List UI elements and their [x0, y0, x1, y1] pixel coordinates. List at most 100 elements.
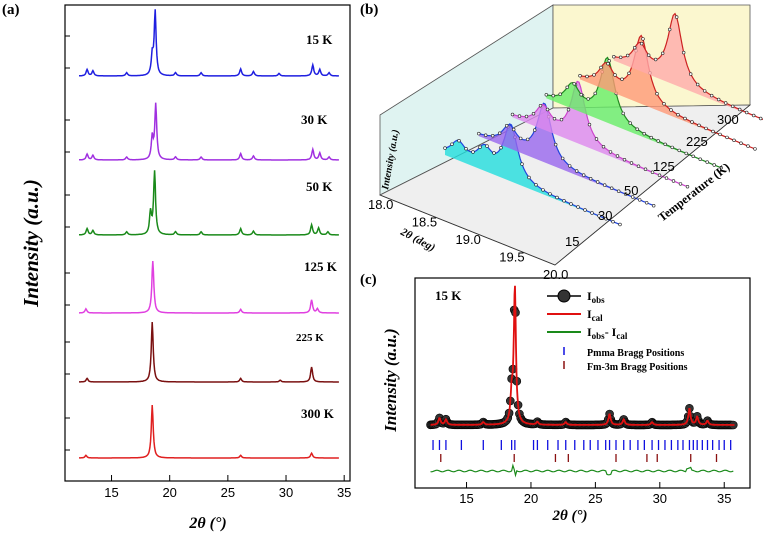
theta-tick-label: 18.0 — [368, 197, 393, 212]
waterfall-point — [620, 77, 624, 81]
waterfall-point — [651, 204, 656, 208]
waterfall-point — [718, 132, 722, 137]
waterfall-point — [569, 202, 573, 206]
panel-a-temperature-labels: 15 K 30 K 50 K 125 K 225 K 300 K — [296, 32, 338, 421]
waterfall-point — [691, 154, 695, 159]
waterfall-point — [630, 195, 635, 199]
waterfall-point — [642, 132, 646, 136]
panel-b-waterfall — [443, 12, 763, 227]
waterfall-point — [723, 101, 728, 105]
temperature-label-30k: 30 K — [301, 112, 328, 127]
waterfall-point — [690, 120, 694, 124]
waterfall-point — [471, 150, 475, 154]
temperature-label-300k: 300 K — [301, 406, 335, 421]
panel-b-3d-box — [379, 4, 752, 266]
panel-c-legend: Iobs Ical Iobs- Ical Pmma Bragg Positions Fm… — [547, 289, 688, 373]
waterfall-point — [664, 176, 669, 180]
xrd-curve-300k — [79, 404, 339, 459]
waterfall-point — [662, 102, 666, 106]
panel-label-a: (a) — [2, 2, 20, 18]
temperature-label-15k: 15 K — [306, 32, 333, 47]
waterfall-point — [681, 50, 686, 55]
waterfall-point — [505, 123, 509, 128]
panel-a-curves — [79, 9, 339, 459]
waterfall-point — [565, 85, 569, 90]
waterfall-point — [595, 180, 600, 184]
panel-c-y-axis-label: Intensity (a.u.) — [381, 328, 400, 432]
waterfall-point — [548, 192, 552, 196]
waterfall-point — [607, 59, 611, 63]
waterfall-point — [629, 161, 634, 165]
waterfall-point — [637, 198, 642, 202]
waterfall-point — [597, 214, 601, 218]
waterfall-point — [566, 107, 571, 112]
waterfall-point — [678, 182, 683, 186]
waterfall-point — [485, 144, 489, 148]
waterfall-point — [744, 110, 749, 115]
waterfall-point — [627, 71, 631, 76]
panel-a-frame — [64, 4, 351, 482]
legend-label: Ical — [587, 307, 603, 323]
waterfall-point — [684, 151, 688, 156]
waterfall-point — [510, 112, 515, 117]
waterfall-point — [677, 148, 681, 153]
x-tick-label: 35 — [717, 491, 731, 506]
waterfall-point — [562, 199, 566, 203]
waterfall-point — [491, 134, 495, 138]
xrd-curve-15k — [79, 9, 339, 77]
x-tick-label: 15 — [104, 485, 118, 500]
xrd-curve-30k — [79, 102, 339, 161]
panel-c-frame — [414, 277, 751, 489]
waterfall-point — [655, 91, 659, 96]
waterfall-point — [730, 104, 735, 109]
waterfall-point — [572, 82, 576, 86]
waterfall-fill-300k — [613, 13, 763, 121]
waterfall-point — [674, 15, 679, 19]
xrd-curve-125k — [79, 260, 339, 314]
temperature-label-225k: 225 K — [296, 332, 324, 344]
waterfall-point — [520, 162, 524, 166]
temperature-axis-line — [554, 104, 751, 266]
panel-c-x-ticks: 15 20 25 30 35 — [459, 482, 731, 506]
panel-b-x-axis-label: 2θ (deg) — [398, 226, 437, 255]
waterfall-point — [635, 127, 639, 131]
legend-marker — [557, 289, 571, 303]
legend-label: Pmma Bragg Positions — [587, 348, 684, 359]
waterfall-point — [676, 112, 680, 117]
temperature-tick-label: 125 — [653, 159, 675, 174]
waterfall-point — [653, 57, 658, 62]
waterfall-point — [641, 37, 645, 41]
waterfall-point — [553, 142, 558, 147]
waterfall-point — [685, 185, 690, 189]
waterfall-point — [663, 142, 667, 147]
waterfall-point — [599, 65, 603, 70]
waterfall-point — [646, 53, 651, 57]
waterfall-point — [636, 164, 641, 168]
temperature-label-125k: 125 K — [304, 259, 338, 274]
waterfall-point — [581, 173, 586, 177]
panel-a-y-axis-label: Intensity (a.u.) — [19, 179, 43, 308]
theta-axis-line — [379, 194, 556, 266]
waterfall-point — [613, 73, 617, 77]
waterfall-point — [511, 127, 516, 132]
theta-tick-label: 19.5 — [499, 250, 524, 265]
waterfall-point — [632, 45, 637, 50]
x-tick-label: 30 — [279, 485, 293, 500]
panel-b-axes: 18.0 18.5 19.0 19.5 20.0 15 30 50 125 225 300 — [368, 104, 751, 282]
legend-label: Fm-3m Bragg Positions — [587, 362, 688, 373]
waterfall-point — [464, 147, 468, 151]
waterfall-point — [524, 114, 529, 119]
waterfall-point — [578, 73, 582, 78]
waterfall-point — [551, 93, 555, 98]
waterfall-point — [602, 183, 607, 187]
waterfall-point — [588, 177, 593, 181]
waterfall-point — [601, 145, 606, 149]
temperature-tick-label: 225 — [686, 134, 708, 149]
waterfall-point — [737, 107, 742, 112]
waterfall-point — [586, 97, 590, 101]
waterfall-point — [544, 93, 548, 97]
waterfall-point — [576, 205, 580, 209]
waterfall-point — [498, 131, 502, 135]
waterfall-point — [585, 74, 589, 79]
